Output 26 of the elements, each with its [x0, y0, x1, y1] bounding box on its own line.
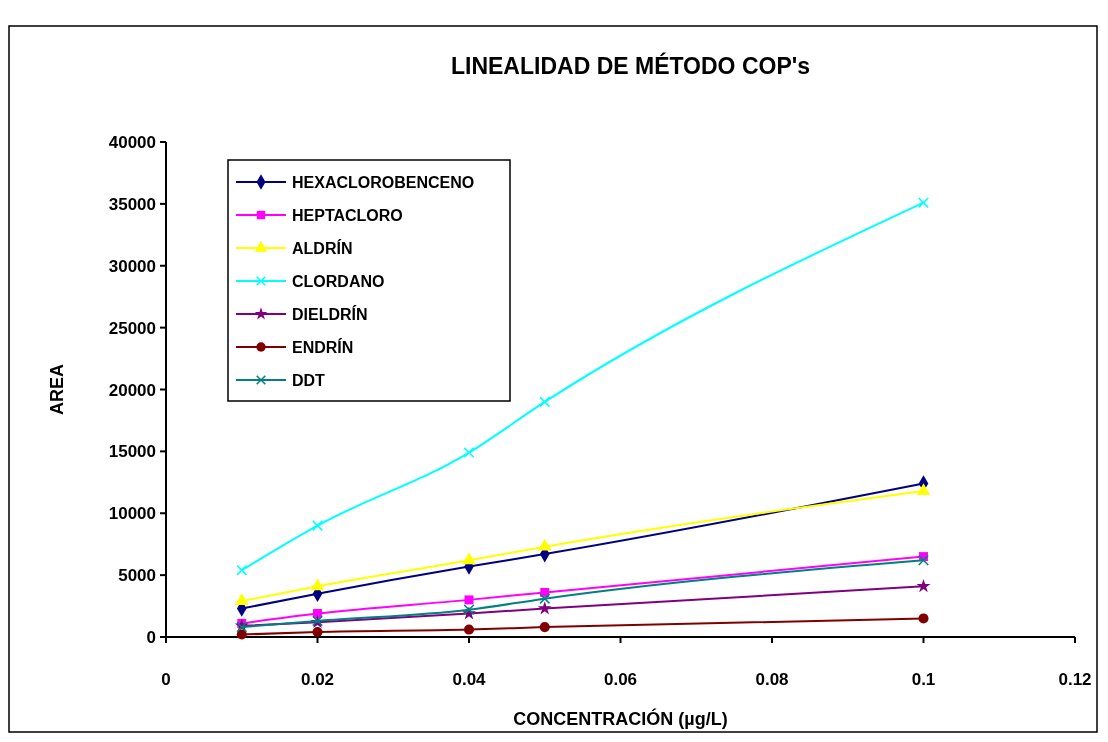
y-tick-label: 10000 — [108, 504, 156, 524]
x-axis-title: CONCENTRACIÓN (µg/L) — [513, 708, 728, 729]
y-axis-title: AREA — [47, 363, 67, 416]
y-tick-label: 15000 — [108, 442, 156, 462]
y-tick-label: 40000 — [108, 133, 156, 152]
y-tick-label: 30000 — [108, 256, 156, 276]
legend-label: ENDRÍN — [292, 338, 354, 356]
x-tick-label: 0.1 — [911, 670, 936, 689]
chart-title: LINEALIDAD DE MÉTODO COP's — [450, 52, 811, 79]
legend-label: DIELDRÍN — [292, 305, 368, 323]
legend-label: HEXACLOROBENCENO — [292, 174, 475, 191]
legend-label: HEPTACLORO — [292, 207, 403, 224]
x-tick-label: 0.02 — [300, 670, 335, 689]
x-tick-label: 0.04 — [452, 670, 487, 689]
y-tick-label: 25000 — [108, 318, 156, 338]
y-tick-label: 0 — [146, 628, 156, 647]
legend-label: ALDRÍN — [292, 239, 353, 257]
x-tick-label: 0.08 — [755, 670, 789, 689]
x-tick-label: 0.12 — [1058, 670, 1092, 689]
legend-label: DDT — [292, 372, 326, 389]
legend-label: CLORDANO — [292, 273, 385, 290]
x-tick-label: 0.06 — [603, 670, 638, 689]
y-tick-label: 5000 — [118, 566, 156, 586]
x-tick-label: 0 — [161, 670, 171, 689]
y-tick-label: 35000 — [108, 194, 156, 214]
y-tick-label: 20000 — [108, 380, 156, 400]
